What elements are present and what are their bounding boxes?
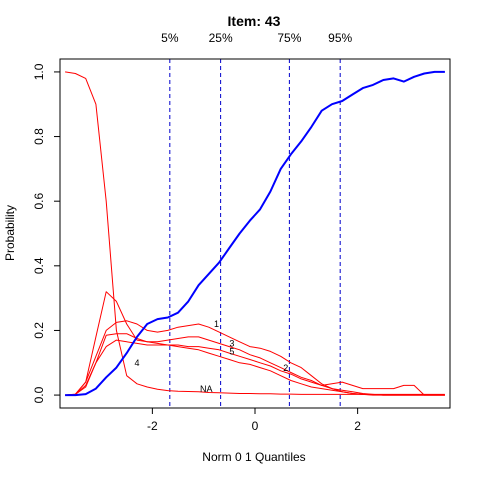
x-tick-label: -2 <box>147 419 158 433</box>
y-tick-label: 0.0 <box>32 386 46 403</box>
curve-label: 5 <box>229 347 234 357</box>
y-axis-title: Probability <box>3 205 17 261</box>
curve-label: 3 <box>229 339 234 349</box>
annotation-group: 135 2 4 NA <box>134 319 288 394</box>
curve-label: 4 <box>134 358 139 368</box>
expected-score-line <box>65 70 445 397</box>
curve-label: 2 <box>283 363 288 373</box>
curve-label: NA <box>200 384 213 394</box>
y-axis: 0.0 0.2 0.4 0.6 0.8 1.0 <box>32 63 60 403</box>
option-curve-line <box>65 333 445 396</box>
y-tick-label: 0.4 <box>32 257 46 274</box>
y-tick-label: 0.6 <box>32 193 46 210</box>
series-group <box>65 70 445 397</box>
x-tick-label: 2 <box>354 419 361 433</box>
option-curve-line <box>65 339 445 396</box>
chart-title: Item: 43 <box>228 13 281 29</box>
option-curve-line <box>65 71 445 395</box>
x-tick-label: 0 <box>252 419 259 433</box>
option-curve-line <box>65 291 445 396</box>
y-tick-label: 0.8 <box>32 128 46 145</box>
y-tick-label: 0.2 <box>32 322 46 339</box>
quantile-label: 75% <box>277 31 301 45</box>
y-tick-label: 1.0 <box>32 63 46 80</box>
quantile-label: 25% <box>209 31 233 45</box>
quantile-label: 5% <box>161 31 179 45</box>
x-axis: -2 0 2 <box>147 408 361 433</box>
quantile-label: 95% <box>328 31 352 45</box>
plot-frame <box>59 58 451 409</box>
quantile-lines: 5% 25% 75% 95% <box>161 31 353 408</box>
curve-label: 1 <box>214 319 219 329</box>
x-axis-title: Norm 0 1 Quantiles <box>202 450 305 464</box>
